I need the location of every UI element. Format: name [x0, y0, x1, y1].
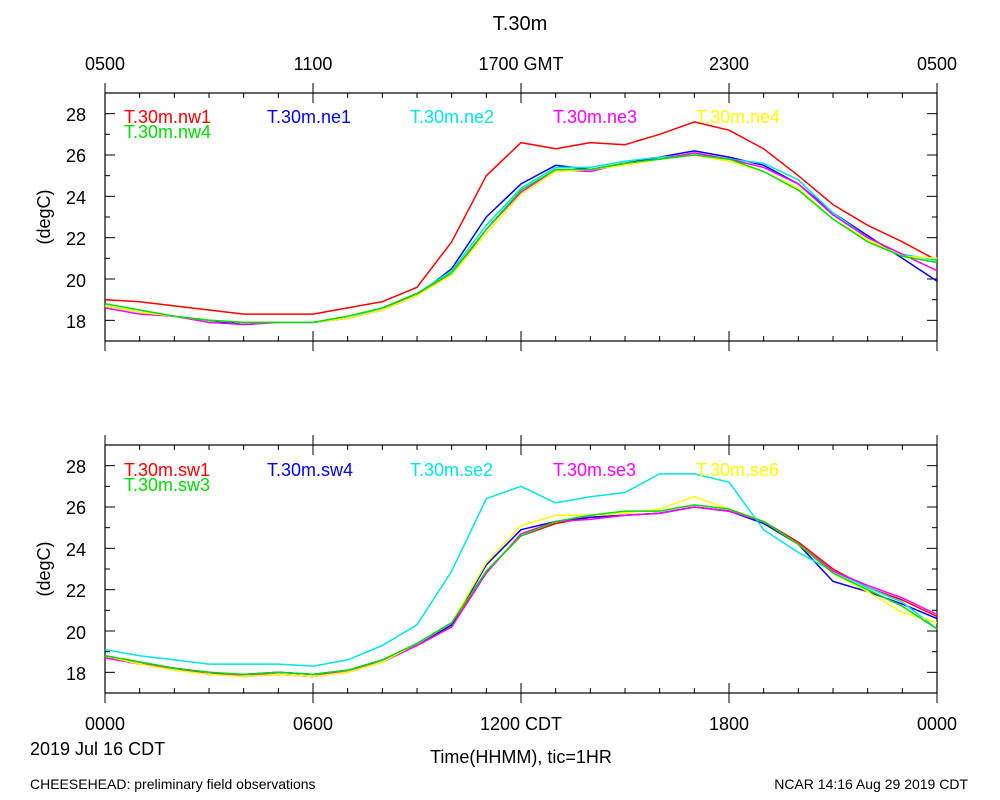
legend-sw3: T.30m.sw3 [124, 475, 210, 495]
legend-ne3: T.30m.ne3 [553, 107, 637, 127]
ytick-label: 18 [66, 312, 86, 332]
legend-nw4: T.30m.nw4 [124, 122, 211, 142]
bottom-panel-frame [104, 444, 938, 694]
ytick-label: 20 [66, 623, 86, 643]
top-panel-series [104, 121, 938, 326]
ytick-label: 28 [66, 105, 86, 125]
footer-left-note: CHEESEHEAD: preliminary field observatio… [30, 776, 316, 792]
series-line-T-30m-ne1 [104, 150, 938, 326]
top-panel-ticks [104, 83, 938, 351]
xtick-label: 0600 [293, 714, 333, 734]
series-line-T-30m-nw4 [104, 154, 938, 324]
top-panel-ytick-labels: 18 20 22 24 26 28 [66, 105, 86, 332]
ytick-label: 20 [66, 271, 86, 291]
xtick-label: 1800 [709, 714, 749, 734]
ytick-label: 22 [66, 581, 86, 601]
top-panel-ylabel: (degC) [34, 189, 54, 244]
gmt-tick-label: 2300 [709, 54, 749, 74]
gmt-tick-label: 1100 [294, 54, 333, 74]
gmt-tick-label: 0500 [917, 54, 957, 74]
ytick-label: 26 [66, 498, 86, 518]
bottom-panel-ytick-labels: 18 20 22 24 26 28 [66, 457, 86, 684]
ytick-label: 28 [66, 457, 86, 477]
footer-right-note: NCAR 14:16 Aug 29 2019 CDT [774, 776, 968, 792]
x-axis-label: Time(HHMM), tic=1HR [430, 747, 612, 767]
legend-ne4: T.30m.ne4 [696, 107, 780, 127]
series-line-T-30m-sw3 [104, 504, 938, 676]
bottom-panel-ticks [104, 435, 938, 703]
legend-se6: T.30m.se6 [696, 460, 779, 480]
bottom-panel-series [104, 473, 938, 678]
legend-se3: T.30m.se3 [553, 460, 636, 480]
xtick-label: 0000 [917, 714, 957, 734]
series-line-T-30m-se3 [104, 506, 938, 678]
ytick-label: 26 [66, 146, 86, 166]
legend-nw1: T.30m.nw1 [124, 107, 211, 127]
gmt-tick-label: 0500 [85, 54, 125, 74]
legend-sw4: T.30m.sw4 [267, 460, 353, 480]
legend-sw1: T.30m.sw1 [124, 460, 210, 480]
legend-ne1: T.30m.ne1 [267, 107, 351, 127]
series-line-T-30m-sw1 [104, 506, 938, 678]
chart-title: T.30m [493, 13, 547, 35]
xtick-label: 0000 [85, 714, 125, 734]
ytick-label: 18 [66, 664, 86, 684]
legend-se2: T.30m.se2 [410, 460, 493, 480]
top-panel-frame [104, 92, 938, 342]
series-line-T-30m-ne4 [104, 154, 938, 324]
series-line-T-30m-nw1 [104, 121, 938, 315]
ytick-label: 22 [66, 229, 86, 249]
bottom-panel: (degC) 18 20 22 24 26 28 T.30m.sw1 T.30m… [34, 435, 957, 734]
ytick-label: 24 [66, 188, 86, 208]
bottom-panel-ylabel: (degC) [34, 541, 54, 596]
legend-ne2: T.30m.ne2 [410, 107, 494, 127]
date-label: 2019 Jul 16 CDT [30, 739, 165, 759]
ytick-label: 24 [66, 540, 86, 560]
series-line-T-30m-ne2 [104, 154, 938, 324]
series-line-T-30m-se2 [104, 473, 938, 667]
gmt-tick-label: 1700 GMT [478, 54, 563, 74]
top-panel: (degC) 18 20 22 24 26 28 T.30m.nw1 T.30m… [34, 83, 938, 351]
series-line-T-30m-sw4 [104, 506, 938, 676]
series-line-T-30m-ne3 [104, 152, 938, 326]
series-line-T-30m-se6 [104, 495, 938, 678]
xtick-label: 1200 CDT [480, 714, 562, 734]
